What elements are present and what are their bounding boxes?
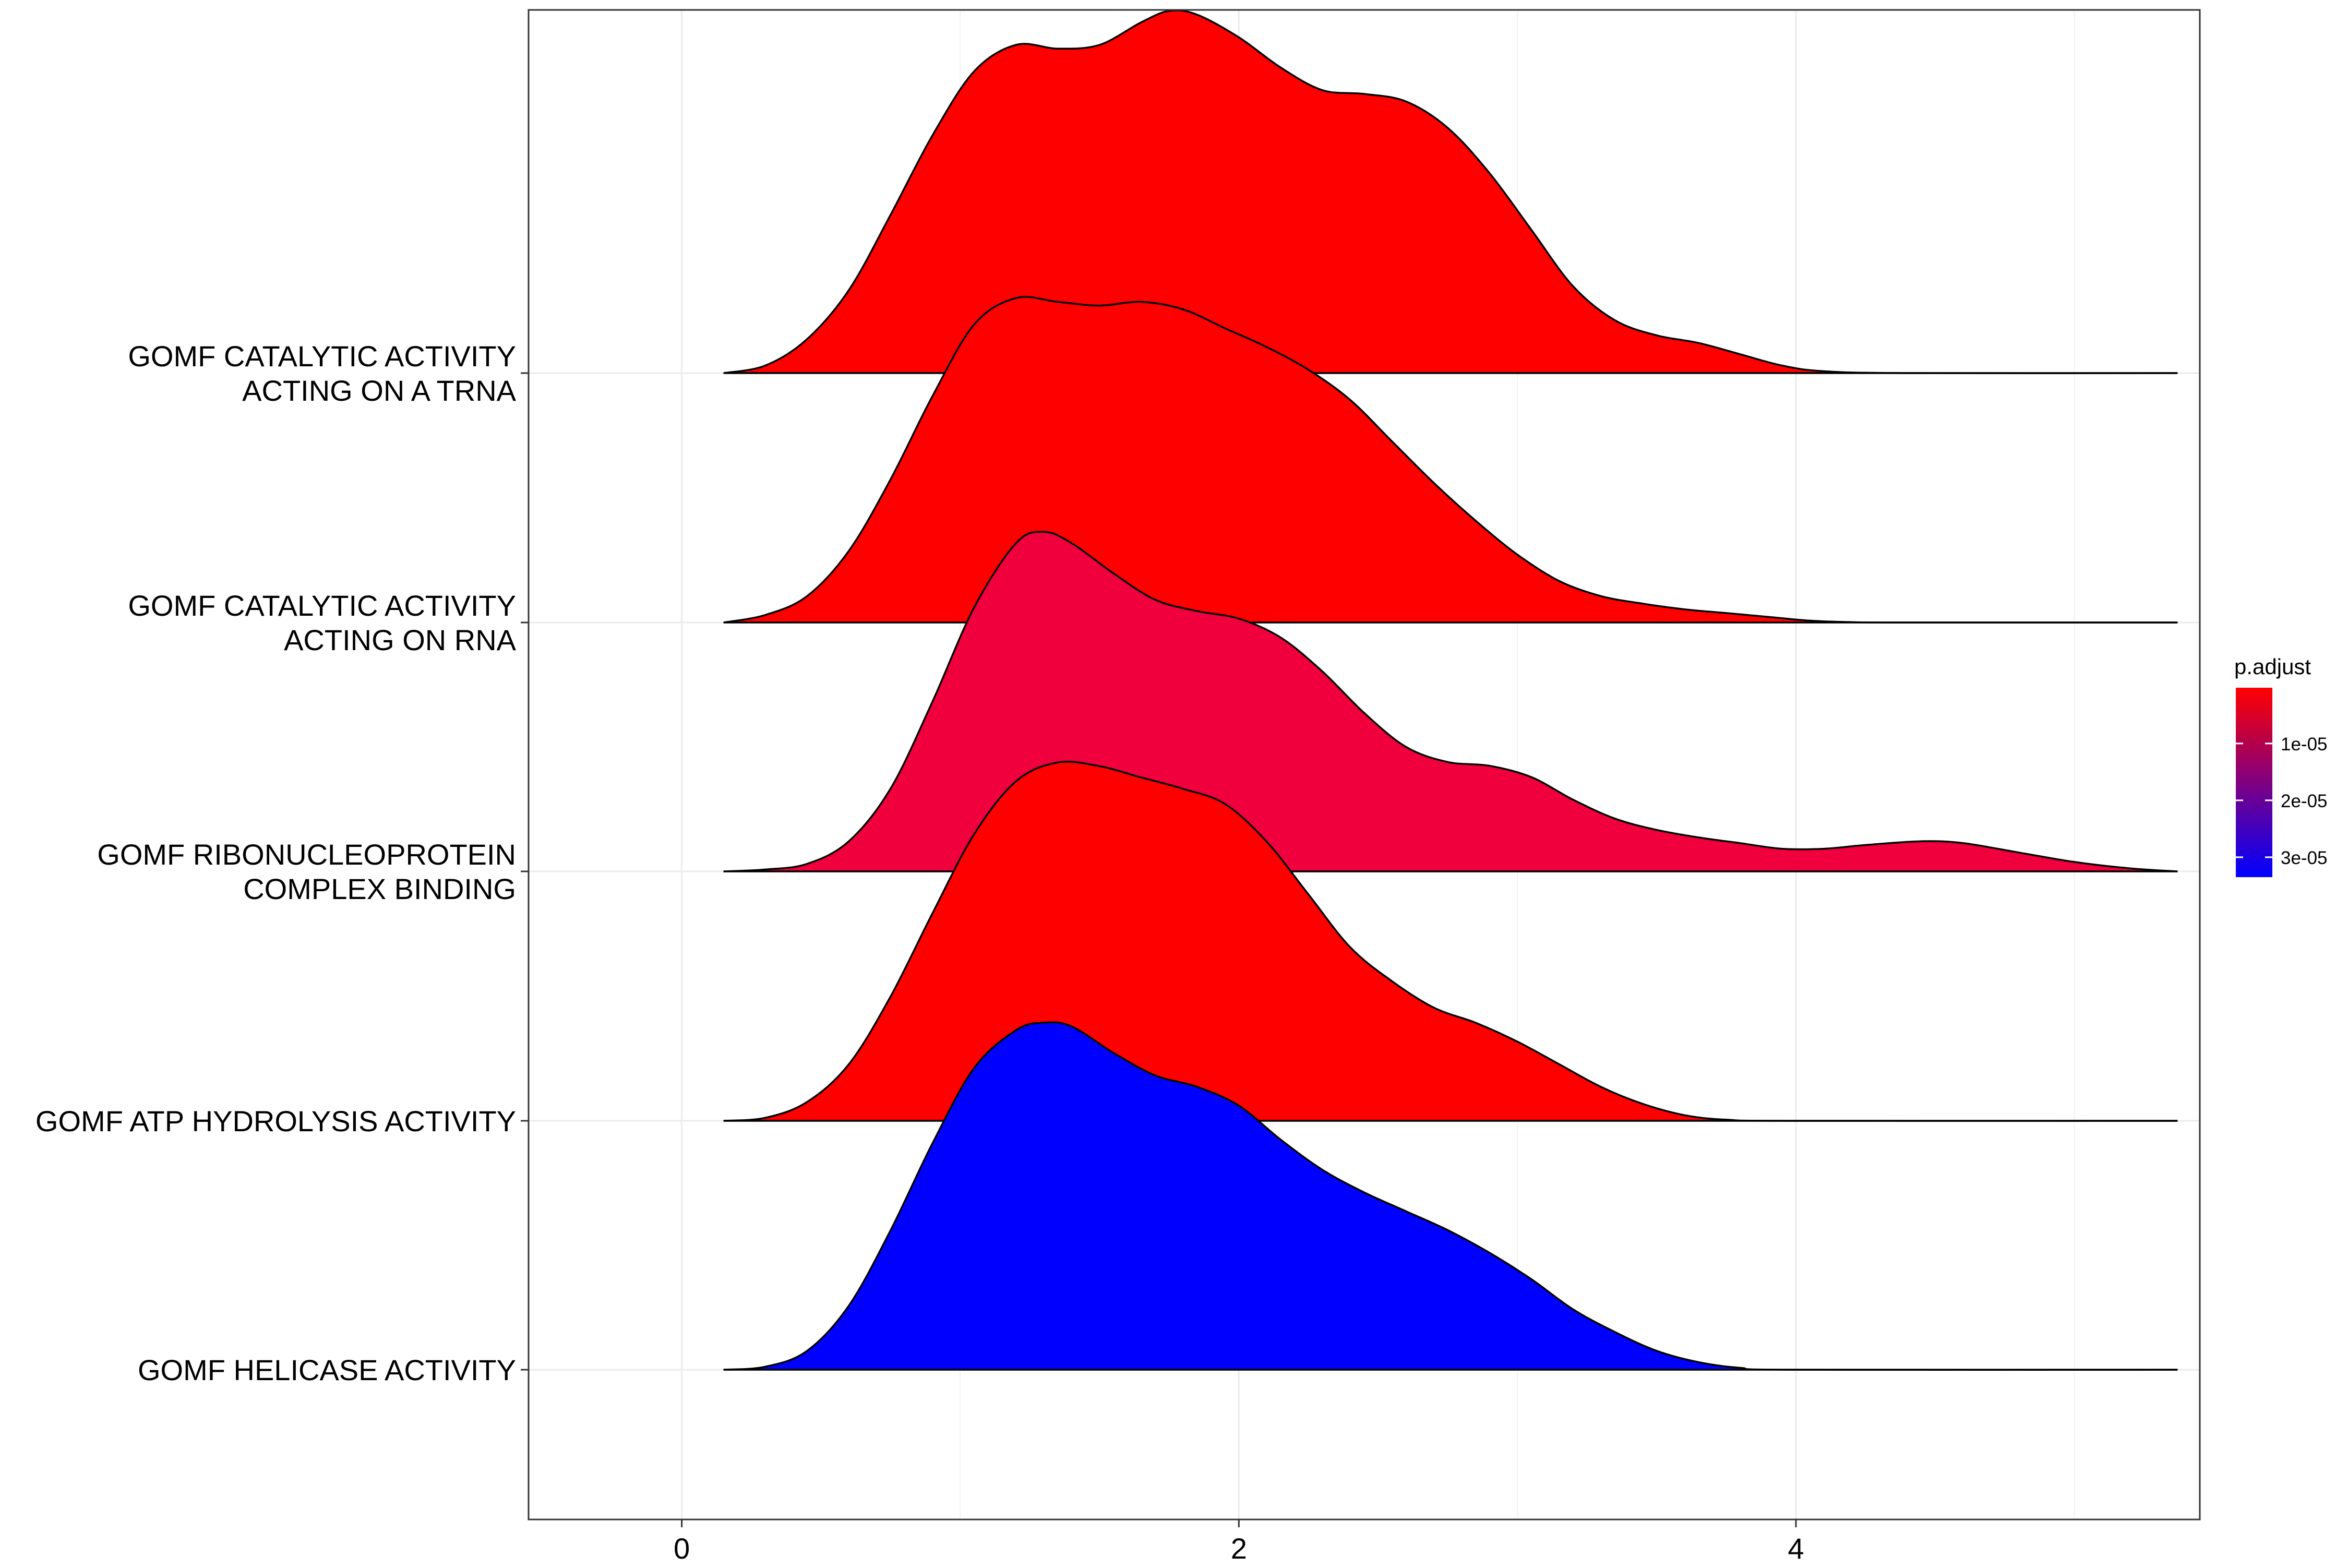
- y-axis: GOMF CATALYTIC ACTIVITY ACTING ON A TRNAG…: [35, 340, 529, 1386]
- y-tick-label: GOMF ATP HYDROLYSIS ACTIVITY: [35, 1105, 516, 1138]
- ridge-fill: [723, 1022, 2178, 1370]
- y-tick-label: GOMF CATALYTIC ACTIVITY ACTING ON RNA: [128, 589, 516, 656]
- legend-title: p.adjust: [2234, 654, 2311, 679]
- ridge-fill: [723, 10, 2178, 374]
- y-tick-label-line: GOMF CATALYTIC ACTIVITY: [128, 589, 516, 622]
- y-tick-label: GOMF RIBONUCLEOPROTEIN COMPLEX BINDING: [97, 838, 516, 905]
- density-ridges: [723, 9, 2178, 1371]
- x-tick-label: 4: [1788, 1532, 1804, 1565]
- legend-tick-label: 2e-05: [2281, 791, 2328, 811]
- y-tick-label: GOMF CATALYTIC ACTIVITY ACTING ON A TRNA: [128, 340, 516, 407]
- y-tick-label-line: GOMF CATALYTIC ACTIVITY: [128, 340, 516, 373]
- legend-ticks: 1e-05 2e-05 3e-05: [2236, 734, 2328, 868]
- x-axis: 0 2 4: [674, 1519, 1804, 1565]
- color-legend: p.adjust 1e-05 2e-05 3e-05: [2234, 654, 2328, 877]
- legend-colorbar: [2236, 688, 2272, 877]
- ridge-group: [723, 9, 2178, 375]
- ridge-outline: [723, 1021, 2178, 1371]
- ridge-outline: [723, 9, 2178, 375]
- y-tick-label-line: ACTING ON RNA: [284, 624, 517, 656]
- legend-tick-label: 3e-05: [2281, 848, 2328, 868]
- x-tick-label: 2: [1231, 1532, 1247, 1565]
- ridge-outline: [723, 296, 2178, 624]
- ridge-outline: [723, 531, 2178, 872]
- y-tick-label-line: GOMF RIBONUCLEOPROTEIN: [97, 838, 516, 871]
- legend-tick-label: 1e-05: [2281, 734, 2328, 755]
- ridge-outline: [723, 760, 2178, 1122]
- ridge-fill: [723, 296, 2178, 623]
- y-tick-label-line: GOMF ATP HYDROLYSIS ACTIVITY: [35, 1105, 516, 1138]
- y-tick-label-line: GOMF HELICASE ACTIVITY: [138, 1354, 516, 1386]
- y-tick-label-line: ACTING ON A TRNA: [242, 374, 516, 407]
- ridge-group: [723, 1021, 2178, 1371]
- x-tick-label: 0: [674, 1532, 690, 1565]
- ridge-fill: [723, 761, 2178, 1121]
- y-tick-label: GOMF HELICASE ACTIVITY: [138, 1354, 516, 1386]
- panel-border: [528, 9, 2201, 1521]
- y-tick-label-line: COMPLEX BINDING: [243, 872, 516, 905]
